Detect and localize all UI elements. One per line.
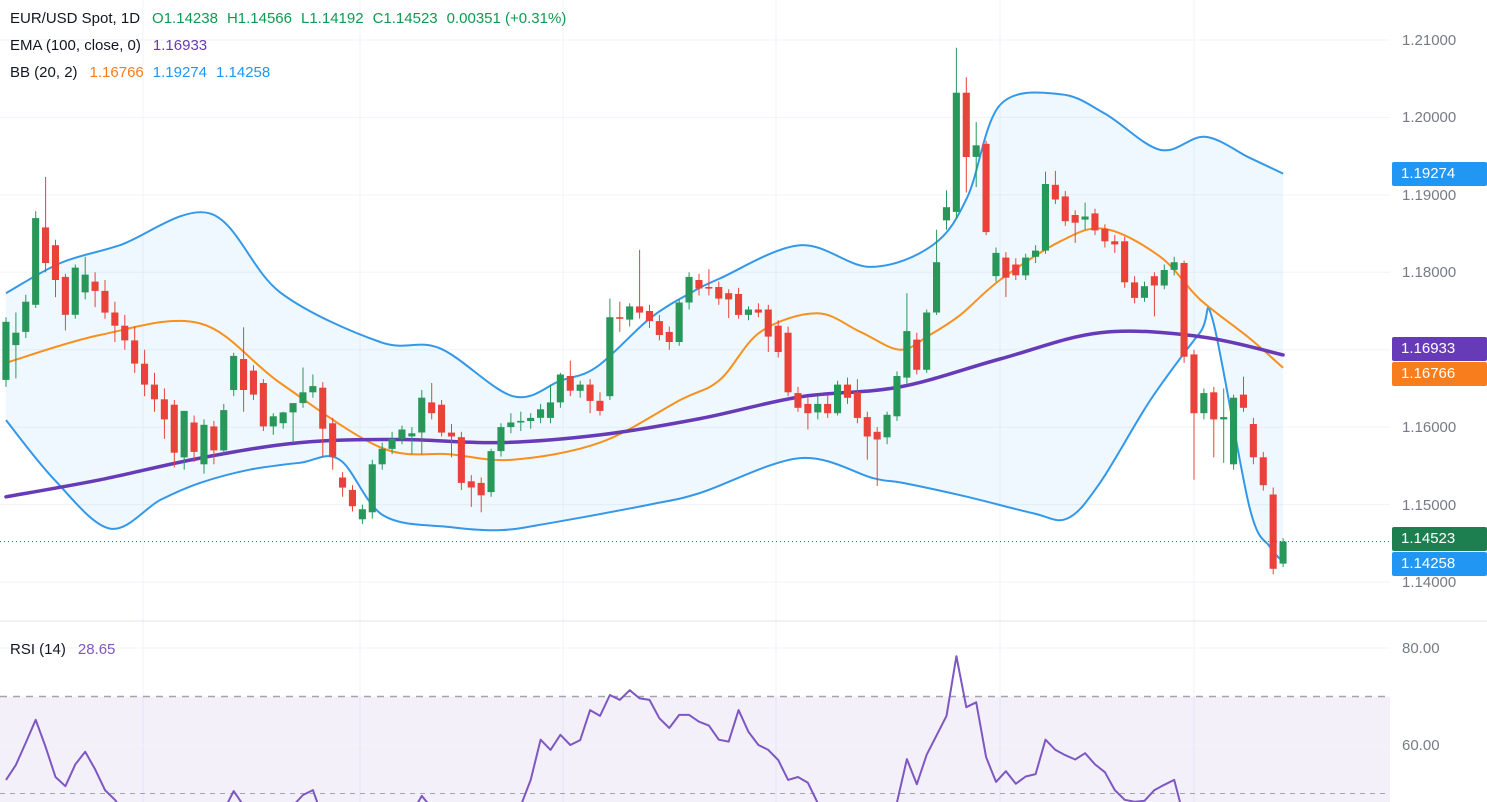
ohlc-item: C1.14523 bbox=[372, 10, 438, 27]
ema-value: 1.16933 bbox=[152, 37, 208, 54]
price-badge-last-close: 1.14523 bbox=[1392, 527, 1487, 552]
price-badge-bb-upper: 1.19274 bbox=[1392, 161, 1487, 186]
symbol-legend-row: EUR/USD Spot, 1D O1.14238 H1.14566 L1.1419… bbox=[10, 8, 566, 29]
bb-value-item: 1.19274 bbox=[152, 64, 207, 81]
bb-values: 1.16766 1.19274 1.14258 bbox=[90, 64, 271, 81]
rsi-tick-label: 80.00 bbox=[1402, 640, 1440, 657]
price-tick-label: 1.15000 bbox=[1402, 496, 1457, 514]
ohlc-item: H1.14566 bbox=[226, 10, 292, 27]
badge-bb-lower-value: 1.14258 bbox=[1401, 555, 1456, 573]
price-tick-label: 1.16000 bbox=[1402, 419, 1457, 437]
badge-last-close-value: 1.14523 bbox=[1401, 530, 1456, 548]
price-badge-bb-lower: 1.14258 bbox=[1392, 552, 1487, 577]
rsi-tick-label: 60.00 bbox=[1402, 737, 1440, 754]
badge-bb-upper-value: 1.19274 bbox=[1401, 164, 1456, 182]
rsi-value: 28.65 bbox=[77, 641, 116, 658]
rsi-indicator-title[interactable]: RSI (14) bbox=[10, 641, 66, 658]
price-tick-label: 1.19000 bbox=[1402, 186, 1457, 204]
bb-legend-row: BB (20, 2) 1.16766 1.19274 1.14258 bbox=[10, 62, 566, 83]
ohlc-values: O1.14238 H1.14566 L1.14192 C1.14523 0.00351 … bbox=[152, 10, 566, 27]
ema-legend-row: EMA (100, close, 0) 1.16933 bbox=[10, 35, 566, 56]
price-badge-ema: 1.16933 bbox=[1392, 336, 1487, 361]
rsi-legend-row: RSI (14) 28.65 bbox=[10, 641, 115, 658]
price-tick-label: 1.14000 bbox=[1402, 574, 1457, 591]
bb-value-item: 1.14258 bbox=[216, 64, 271, 81]
ema-indicator-title[interactable]: EMA (100, close, 0) bbox=[10, 37, 141, 54]
badge-bb-basis-value: 1.16766 bbox=[1401, 364, 1456, 382]
price-tick-label: 1.18000 bbox=[1402, 264, 1457, 282]
ohlc-item: L1.14192 bbox=[301, 10, 364, 27]
legend: EUR/USD Spot, 1D O1.14238 H1.14566 L1.1419… bbox=[10, 8, 566, 89]
price-badge-bb-basis: 1.16766 bbox=[1392, 361, 1487, 386]
price-tick-label: 1.20000 bbox=[1402, 109, 1457, 127]
ohlc-item: 0.00351 (+0.31%) bbox=[446, 10, 567, 27]
ohlc-item: O1.14238 bbox=[152, 10, 218, 27]
price-tick-label: 1.21000 bbox=[1402, 32, 1457, 49]
symbol-title[interactable]: EUR/USD Spot, 1D bbox=[10, 10, 141, 27]
bb-value-item: 1.16766 bbox=[89, 64, 144, 81]
bb-indicator-title[interactable]: BB (20, 2) bbox=[10, 64, 78, 81]
badge-ema-value: 1.16933 bbox=[1401, 339, 1456, 357]
